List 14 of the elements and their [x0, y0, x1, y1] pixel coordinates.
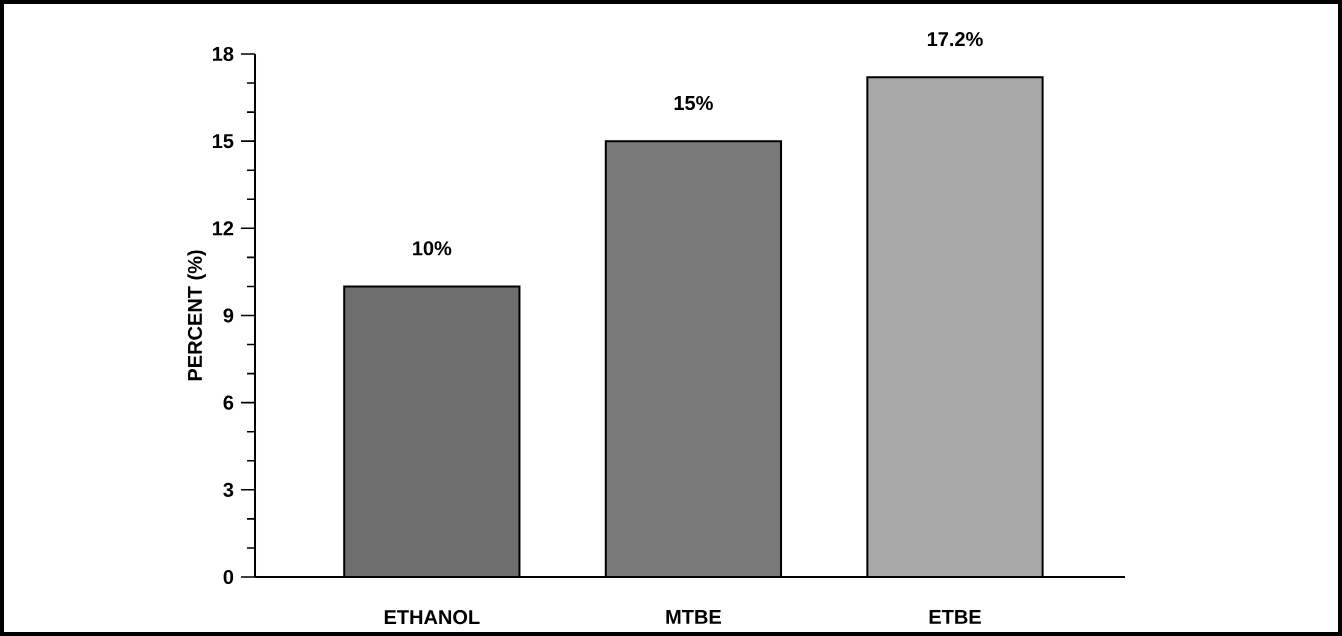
y-tick-label: 15: [212, 134, 234, 149]
data-label: 15%: [674, 95, 713, 111]
data-label: 10%: [413, 241, 452, 256]
y-tick-label: 0: [223, 569, 234, 585]
y-tick-label: 12: [212, 221, 234, 236]
y-tick-label: 18: [212, 46, 234, 62]
y-tick-label: 6: [223, 395, 234, 410]
data-label: 17.2%: [927, 32, 983, 47]
y-tick-label: 3: [223, 482, 234, 497]
x-tick-label: ETHANOL: [384, 610, 480, 625]
y-axis-title: PERCENT (%): [187, 250, 206, 381]
y-tick-label: 9: [223, 308, 234, 323]
x-tick-label: MTBE: [666, 610, 721, 624]
x-tick-label: ETBE: [929, 610, 981, 624]
